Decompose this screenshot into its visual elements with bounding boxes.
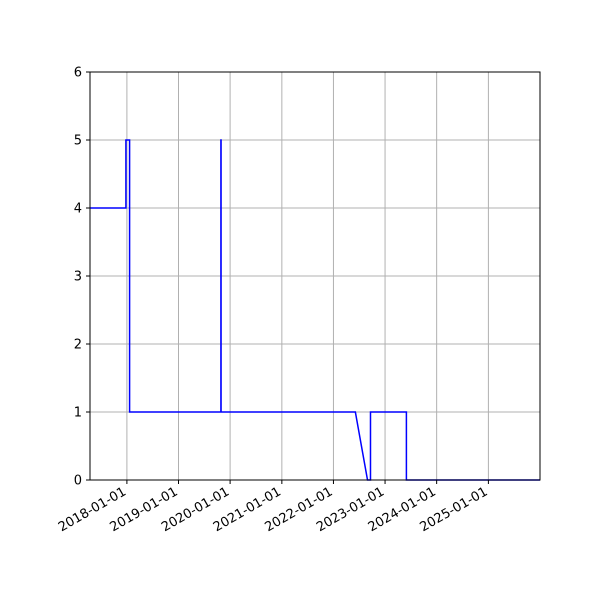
y-tick-label: 6: [74, 66, 82, 81]
series-line: [90, 139, 540, 481]
y-tick-label: 0: [74, 474, 82, 489]
series-lines: [90, 139, 540, 481]
grid-lines: [90, 71, 540, 481]
y-tick-label: 5: [74, 134, 82, 149]
y-tick-label: 3: [74, 270, 82, 285]
y-tick-label: 4: [74, 202, 82, 217]
y-tick-label: 2: [74, 338, 82, 353]
y-tick-label: 1: [74, 406, 82, 421]
axis-ticks: 2018-01-012019-01-012020-01-012021-01-01…: [56, 66, 490, 536]
